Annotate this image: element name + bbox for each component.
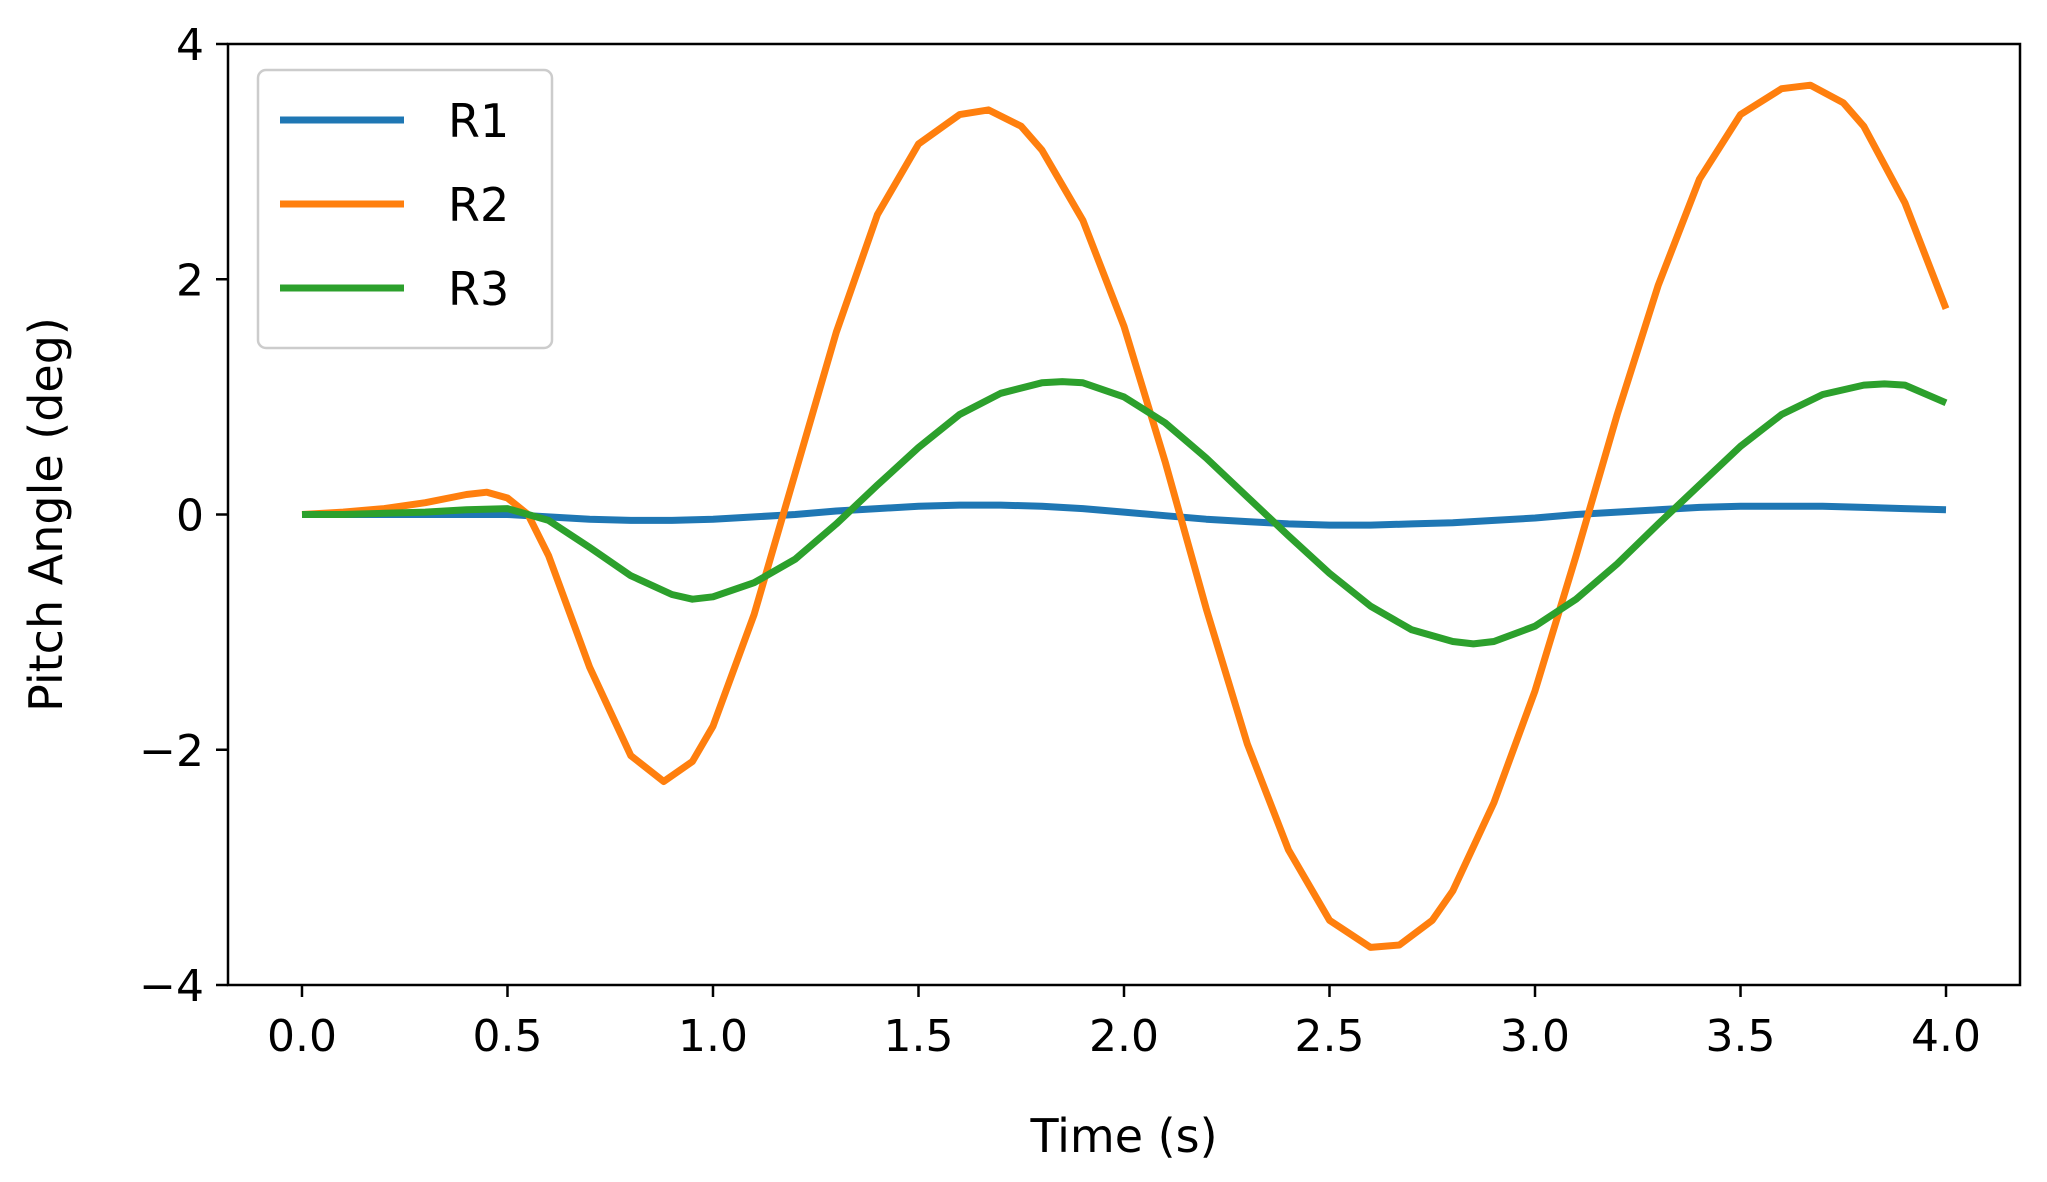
x-tick-label: 1.5 [884, 1011, 954, 1062]
legend-label-r1: R1 [448, 94, 509, 148]
x-axis-title: Time (s) [1029, 1109, 1217, 1163]
y-tick-label: 4 [176, 20, 204, 71]
legend-box [256, 68, 554, 350]
series-layer [301, 81, 1950, 951]
y-axis: −4 −2 0 2 4 [139, 20, 228, 1012]
y-tick-label: 2 [176, 255, 204, 306]
x-tick-label: 4.0 [1911, 1011, 1981, 1062]
x-tick-label: 3.0 [1500, 1011, 1570, 1062]
x-tick-label: 0.0 [267, 1011, 337, 1062]
x-tick-label: 0.5 [472, 1011, 542, 1062]
x-tick-label: 2.0 [1089, 1011, 1159, 1062]
x-tick-label: 1.0 [678, 1011, 748, 1062]
y-tick-label: −4 [139, 961, 204, 1012]
x-axis: 0.0 0.5 1.0 1.5 2.0 2.5 3.0 3.5 4.0 [267, 985, 1981, 1062]
y-tick-label: 0 [176, 491, 204, 542]
series-line-r2 [301, 81, 1950, 951]
legend-label-r2: R2 [448, 178, 509, 232]
y-axis-title: Pitch Angle (deg) [19, 317, 73, 712]
legend: R1 R2 R3 [256, 68, 554, 350]
x-tick-label: 2.5 [1295, 1011, 1365, 1062]
y-tick-label: −2 [139, 726, 204, 777]
series-line-r3 [302, 378, 1948, 648]
x-tick-label: 3.5 [1706, 1011, 1776, 1062]
legend-label-r3: R3 [448, 262, 509, 316]
